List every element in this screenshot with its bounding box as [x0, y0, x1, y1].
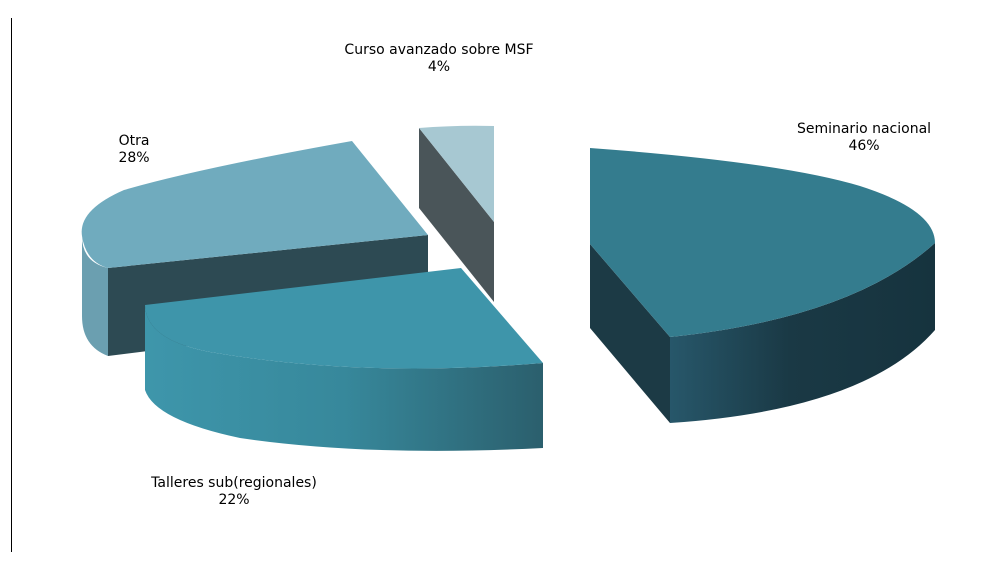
pie-slice-seminario [590, 148, 935, 423]
slice-label-percent: 46% [848, 138, 880, 154]
slice-label-otra: Otra 28% [118, 133, 149, 167]
left-border-line [11, 18, 12, 552]
slice-label-name: Otra [118, 133, 150, 149]
slice-talleres-top [145, 268, 543, 369]
slice-otra-top [81, 141, 429, 268]
slice-otra-outer-wall [82, 236, 108, 356]
slice-seminario-top [590, 148, 935, 337]
pie-slice-talleres [145, 268, 543, 451]
pie-slice-curso-avanzado [419, 125, 494, 302]
slice-label-seminario: Seminario nacional 46% [797, 121, 931, 155]
slice-curso-side-wall [419, 128, 494, 302]
slice-label-name: Curso avanzado sobre MSF [344, 42, 534, 58]
slice-seminario-side-wall [590, 244, 670, 423]
slice-label-talleres: Talleres sub(regionales) 22% [151, 475, 317, 509]
slice-curso-top [419, 125, 494, 222]
slice-seminario-outer-wall [670, 243, 935, 423]
slice-label-name: Seminario nacional [796, 121, 932, 137]
slice-label-percent: 4% [427, 59, 451, 75]
slice-label-percent: 22% [218, 492, 250, 508]
slice-label-name: Talleres sub(regionales) [151, 475, 317, 491]
slice-talleres-outer-wall [145, 305, 543, 451]
slice-label-curso-avanzado: Curso avanzado sobre MSF 4% [344, 42, 533, 76]
slice-label-percent: 28% [118, 150, 150, 166]
